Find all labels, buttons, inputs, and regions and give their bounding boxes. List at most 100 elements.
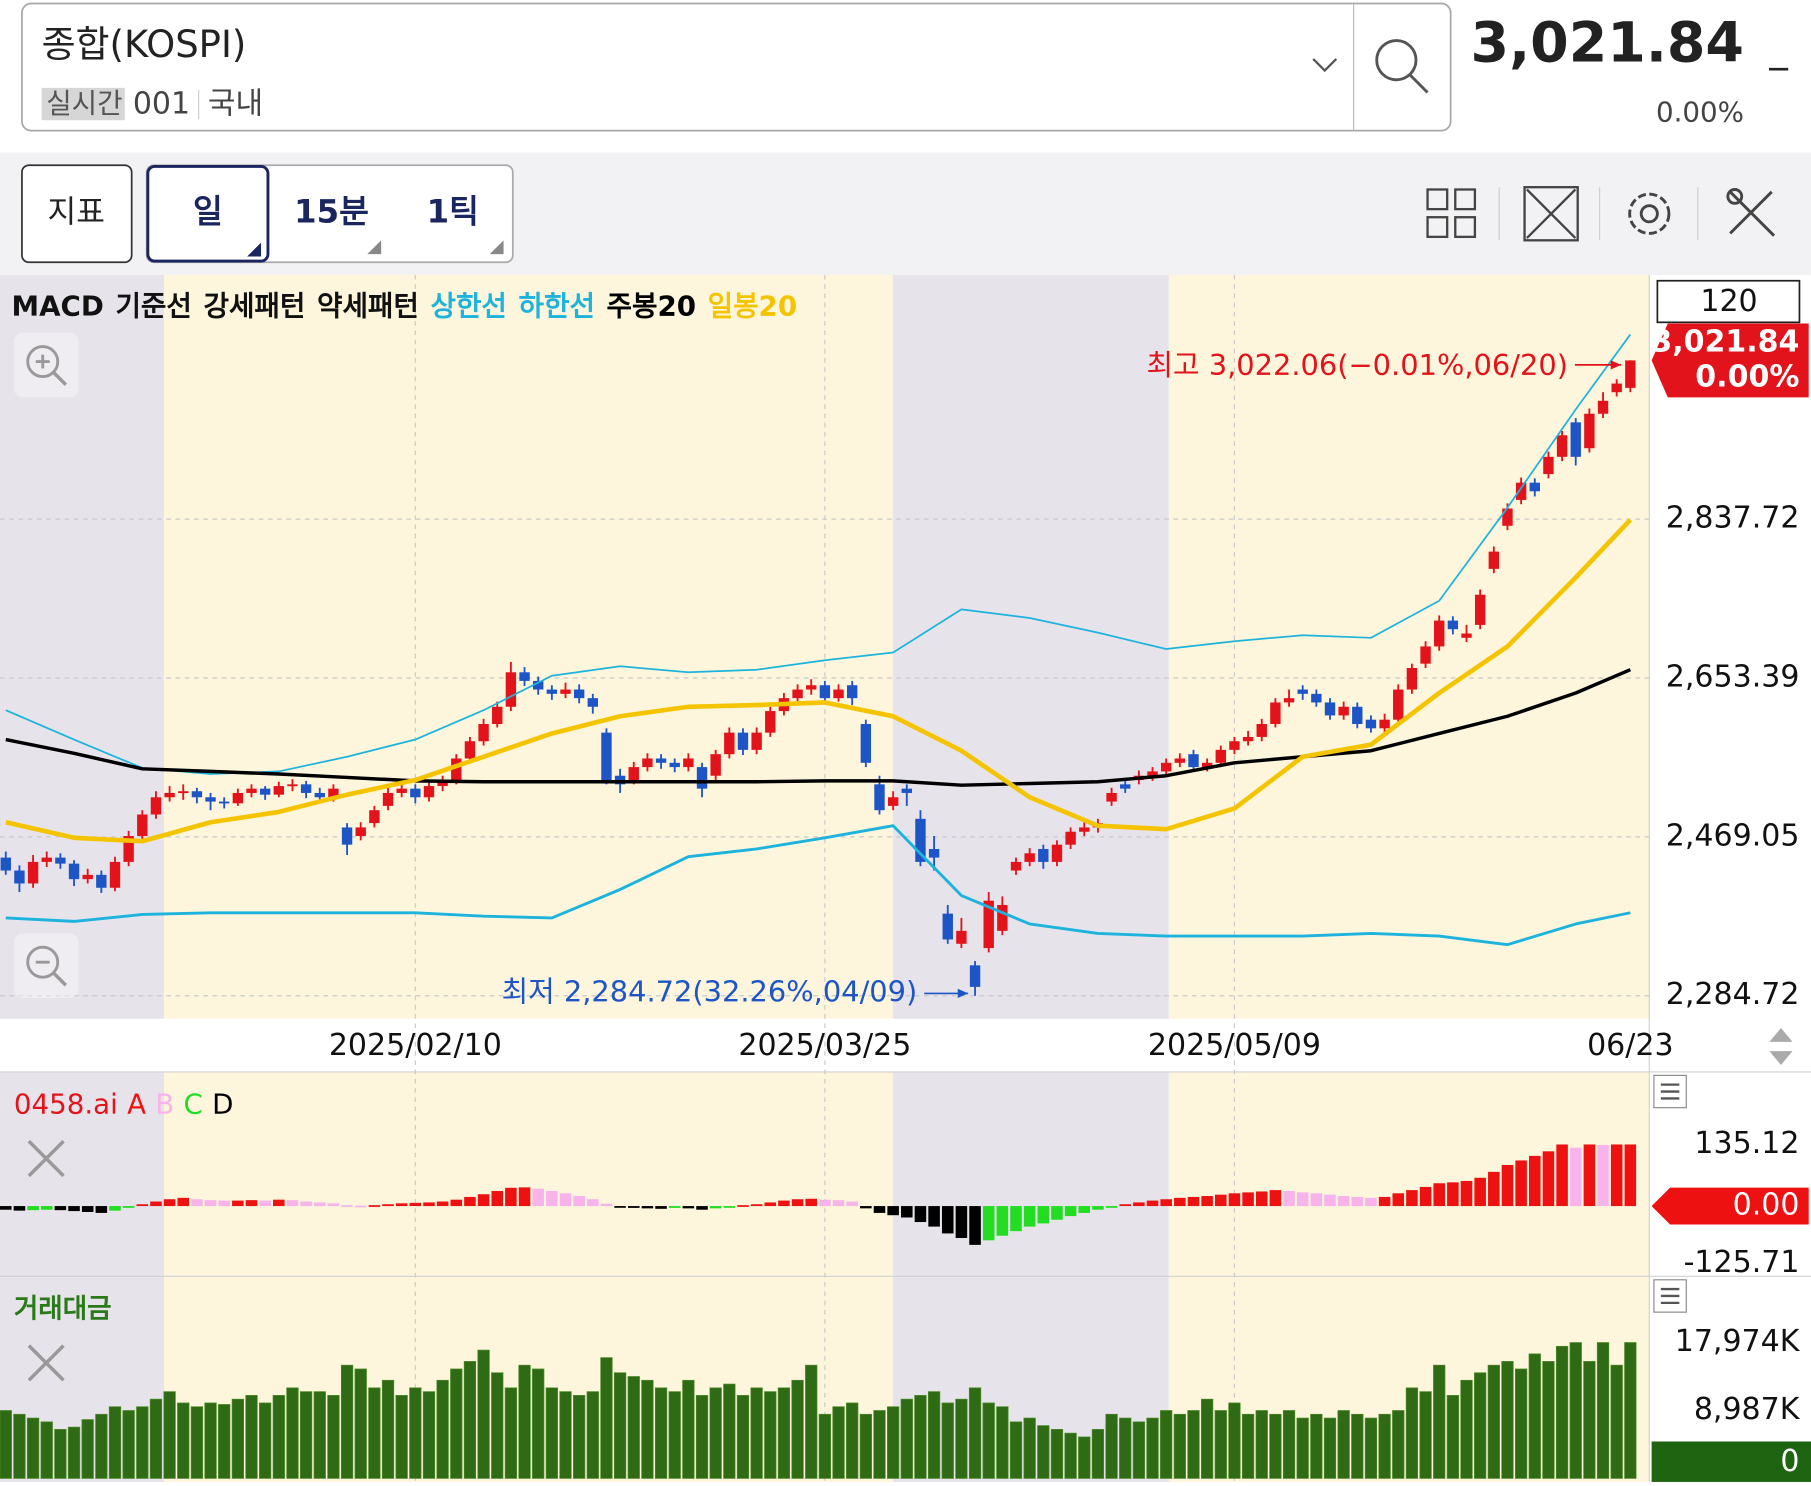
price: 3,021.84 <box>1471 11 1744 75</box>
candle-body <box>560 689 571 694</box>
toolbar: 지표 일 15분 1틱 <box>0 152 1811 275</box>
candle-body <box>96 874 107 888</box>
period-button[interactable]: 일 <box>146 164 270 263</box>
layout-icon[interactable] <box>1426 188 1477 239</box>
candle-body <box>669 762 680 768</box>
macd-bar <box>313 1202 326 1207</box>
corner-mark <box>489 240 504 255</box>
volume-bar <box>26 1417 40 1479</box>
shade <box>0 274 165 1019</box>
candle-body <box>246 788 257 793</box>
macd-bar <box>532 1188 544 1207</box>
candle-body <box>751 732 762 750</box>
plot: 2025/02/10 2025/03/25 2025/05/09 06/23 2,284… <box>0 274 1811 1482</box>
tag-bg <box>41 87 125 121</box>
settings-icon[interactable] <box>1628 192 1671 235</box>
candle-body <box>1297 689 1308 694</box>
scroll-arrows[interactable] <box>1769 1028 1793 1065</box>
volume-bar <box>1569 1342 1582 1479</box>
volume-bar <box>1296 1417 1309 1479</box>
candle-body <box>382 792 394 806</box>
macd-bar <box>382 1204 394 1207</box>
macd-bar <box>1255 1191 1268 1207</box>
macd-bar <box>573 1196 585 1207</box>
candle-body <box>1502 508 1513 526</box>
close-panel[interactable] <box>27 1344 65 1382</box>
candle-body <box>1270 702 1281 725</box>
volume-bar <box>736 1395 750 1479</box>
y-tick-label: 135.12 <box>1694 1126 1799 1161</box>
search-button[interactable] <box>1375 39 1429 94</box>
search-box[interactable] <box>21 2 1452 132</box>
volume-bar <box>777 1387 791 1479</box>
legend: MACD 기준선 강세패턴 약세패턴 상한선 하한선 주봉20 일봉20 <box>12 289 798 322</box>
candle-body <box>1406 667 1418 690</box>
close-panel[interactable] <box>27 1139 65 1178</box>
macd-bar <box>1406 1190 1418 1207</box>
macd-bar <box>587 1199 599 1207</box>
period-button[interactable]: 15분 <box>294 193 382 255</box>
volume-bar <box>177 1402 190 1479</box>
macd-bar <box>1392 1193 1405 1207</box>
dropdown-chevron[interactable] <box>1312 58 1338 73</box>
zoom-out[interactable] <box>13 933 79 998</box>
volume-bar <box>1310 1413 1323 1479</box>
icon-part <box>1660 1287 1680 1305</box>
volume-bar <box>450 1368 463 1479</box>
volume-bar <box>1037 1425 1050 1479</box>
y-tick-label: -125.71 <box>1684 1245 1800 1280</box>
macd-bar <box>1078 1206 1091 1213</box>
change: _ <box>1768 27 1788 70</box>
volume-bar <box>1132 1421 1145 1479</box>
button-bg <box>13 933 79 998</box>
candle-body <box>642 758 653 768</box>
macd-bar <box>436 1201 449 1207</box>
candle-body <box>887 797 899 806</box>
macd-bar <box>750 1204 763 1207</box>
panel-menu[interactable] <box>1653 1074 1687 1109</box>
panel-menu[interactable] <box>1653 1279 1687 1313</box>
volume-bar <box>1392 1410 1405 1479</box>
macd-bar <box>1610 1144 1623 1207</box>
indicator-button[interactable]: 지표 <box>21 164 133 264</box>
macd-bar <box>122 1206 135 1208</box>
volume-bar <box>750 1387 763 1479</box>
candle-body <box>1024 853 1035 862</box>
macd-bar <box>1269 1190 1282 1207</box>
candle-body <box>191 791 203 798</box>
macd-bar <box>136 1204 149 1207</box>
button-bg <box>21 164 133 264</box>
volume-bar <box>395 1395 408 1479</box>
period-button[interactable]: 1틱 <box>427 193 504 255</box>
candle-body <box>1229 741 1240 750</box>
icon-part <box>1726 188 1744 205</box>
legend-item: 일봉20 <box>708 289 798 322</box>
candle-body <box>683 758 694 768</box>
macd-bar <box>1064 1206 1077 1217</box>
candle-body <box>532 680 544 690</box>
macd-bar <box>409 1202 422 1207</box>
code: 001 <box>133 87 190 122</box>
macd-bar <box>505 1187 517 1207</box>
legend-item: 약세패턴 <box>317 289 419 322</box>
annotation: 최고 3,022.06(−0.01%,06/20) <box>1146 348 1568 382</box>
candle-body <box>0 857 11 871</box>
legend-item: A <box>127 1087 146 1120</box>
zoom-in[interactable] <box>13 332 79 398</box>
icon-part <box>51 971 68 987</box>
candle-body <box>628 767 639 781</box>
candle-body <box>1311 693 1322 703</box>
tools-icon[interactable] <box>1726 188 1776 237</box>
line-series <box>5 824 1631 947</box>
fullscreen-icon[interactable] <box>1523 186 1579 242</box>
shade <box>1168 274 1650 1019</box>
macd-bar <box>150 1201 162 1207</box>
candle-body <box>219 801 230 804</box>
volume-bar <box>1064 1432 1077 1479</box>
candle-body <box>150 797 162 815</box>
candle-body <box>82 874 93 880</box>
volume-bar <box>381 1379 395 1479</box>
icon-part <box>27 1344 65 1382</box>
volume-bar <box>723 1383 736 1479</box>
candle-body <box>259 788 271 795</box>
